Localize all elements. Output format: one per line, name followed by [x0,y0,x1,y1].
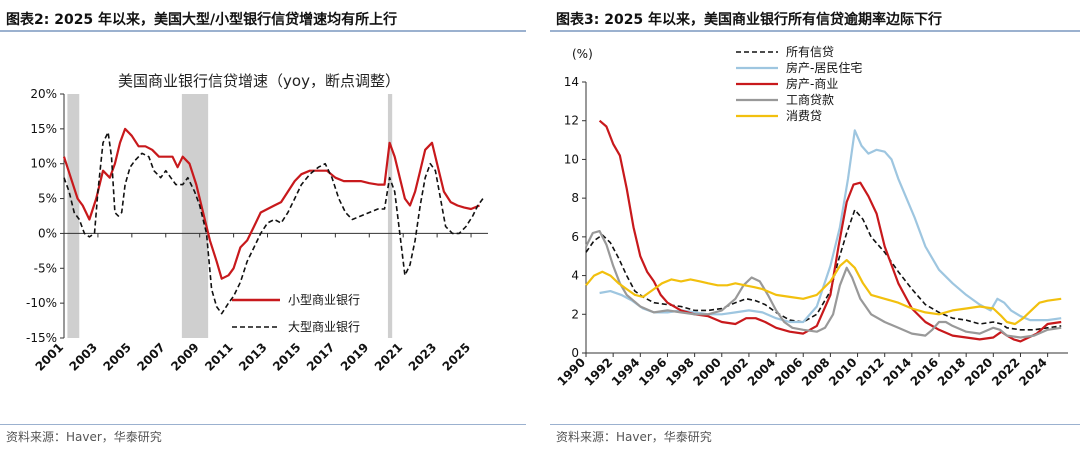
y-tick-label: 0% [38,226,57,240]
x-tick-label: 2018 [935,355,969,389]
x-tick-label: 1994 [609,355,643,389]
series-line [598,119,1062,343]
y-tick-label: 5% [38,192,57,206]
y-tick-label: 6 [571,230,579,244]
right-panel: 图表3: 2025 年以来，美国商业银行所有信贷逾期率边际下行 0 2 4 6 8 10 1… [550,0,1080,449]
y-tick-label: -10% [26,296,57,310]
legend-label: 所有信贷 [786,45,834,59]
y-tick-label: 4 [571,269,579,283]
x-tick-label: 2019 [338,340,372,374]
y-tick-label: 10 [564,152,579,166]
left-source-rule [0,424,526,425]
x-tick-label: 2021 [372,340,406,374]
x-tick-label: 2024 [1016,355,1050,389]
series-line [63,131,484,315]
x-tick-label: 2003 [67,340,101,374]
x-tick-label: 2001 [33,340,67,374]
y-tick-label: 2 [571,307,579,321]
x-tick-label: 2016 [908,355,942,389]
x-tick-label: 1990 [555,355,589,389]
x-tick-label: 2002 [718,355,752,389]
legend-label: 工商贷款 [786,92,834,107]
x-tick-label: 2005 [100,340,134,374]
y-tick-label: -15% [26,331,57,345]
left-source: 资料来源：Haver，华泰研究 [6,430,162,444]
left-figure-title: 图表2: 2025 年以来，美国大型/小型银行信贷增速均有所上行 [6,12,398,28]
y-tick-label: 14 [564,75,579,89]
x-tick-label: 2007 [134,340,168,374]
y-unit-label: (%) [572,47,593,61]
x-tick-label: 2023 [406,340,440,374]
x-tick-label: 2010 [826,355,860,389]
chart-title: 美国商业银行信贷增速（yoy，断点调整） [118,72,400,90]
x-tick-label: 2011 [202,340,236,374]
x-tick-label: 2020 [962,355,996,389]
recession-band [67,94,80,338]
legend-label: 大型商业银行 [288,319,360,334]
series-line [62,127,480,280]
left-chart: 20% 15% 10% 5% 0% -5% -10% -15%2001 2003 2005 2007… [26,72,488,374]
x-tick-label: 2025 [440,340,474,374]
series-line [585,230,1062,339]
x-tick-label: 2009 [168,340,202,374]
left-title-rule [0,30,526,32]
x-tick-label: 2013 [236,340,270,374]
right-source: 资料来源：Haver，华泰研究 [556,430,712,444]
x-tick-label: 2014 [880,355,914,389]
right-figure-title: 图表3: 2025 年以来，美国商业银行所有信贷逾期率边际下行 [556,12,943,28]
x-tick-label: 1992 [582,355,616,389]
x-tick-label: 2006 [772,355,806,389]
right-source-rule [550,424,1080,425]
legend-label: 房产-商业 [786,76,838,91]
y-tick-label: 20% [30,87,57,101]
x-tick-label: 1998 [663,355,697,389]
y-tick-label: -5% [34,261,57,275]
y-tick-label: 0 [571,346,579,360]
x-tick-label: 2000 [690,355,724,389]
x-tick-label: 2008 [799,355,833,389]
legend-label: 消费贷 [786,109,822,123]
x-tick-label: 1996 [636,355,670,389]
x-tick-label: 2004 [745,355,779,389]
y-tick-label: 15% [30,122,57,136]
y-tick-label: 12 [564,114,579,128]
x-tick-label: 2017 [304,340,338,374]
y-tick-label: 8 [571,191,579,205]
series-line [585,259,1062,326]
legend-label: 小型商业银行 [288,292,360,307]
x-tick-label: 2012 [853,355,887,389]
right-chart: 0246810121419901992199419961998200020022… [555,45,1068,389]
x-tick-label: 2015 [270,340,304,374]
left-panel: 图表2: 2025 年以来，美国大型/小型银行信贷增速均有所上行 20% 15% 1… [0,0,526,449]
legend-label: 房产-居民住宅 [786,60,862,75]
x-tick-label: 2022 [989,355,1023,389]
recession-band [387,94,393,338]
y-tick-label: 10% [30,157,57,171]
right-title-rule [550,30,1080,32]
